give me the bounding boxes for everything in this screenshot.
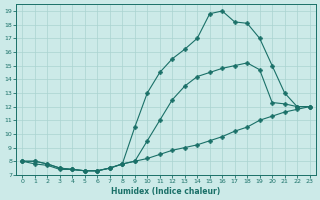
X-axis label: Humidex (Indice chaleur): Humidex (Indice chaleur): [111, 187, 221, 196]
